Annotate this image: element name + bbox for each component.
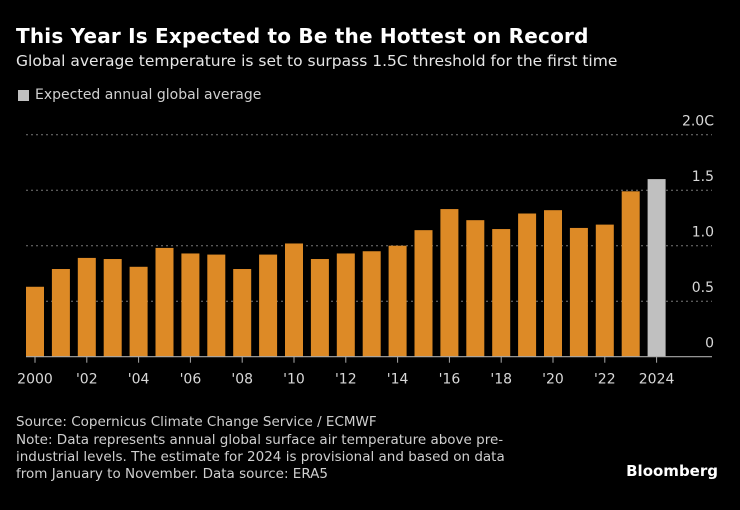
bar-2024: [647, 179, 666, 357]
note-line: Note: Data represents annual global surf…: [16, 432, 504, 448]
x-tick-label: '06: [180, 372, 202, 388]
bar-2019: [518, 213, 537, 357]
x-tick-label: '10: [283, 372, 305, 388]
bar-2013: [362, 251, 381, 357]
note-line: from January to November. Data source: E…: [16, 466, 328, 482]
bar-2007: [207, 254, 226, 357]
x-tick-label: '14: [387, 372, 409, 388]
bar-2000: [26, 286, 44, 357]
bar-2017: [466, 220, 485, 357]
bloomberg-logo: Bloomberg: [626, 462, 718, 480]
legend-swatch: [18, 89, 29, 101]
bar-2021: [569, 227, 588, 357]
bar-2012: [336, 253, 355, 357]
bar-2004: [129, 266, 148, 357]
bar-2014: [388, 245, 407, 357]
chart-subtitle: Global average temperature is set to sur…: [16, 52, 618, 70]
bar-2015: [414, 230, 433, 357]
source-text: Source: Copernicus Climate Change Servic…: [16, 414, 377, 430]
bar-2001: [51, 269, 70, 357]
x-tick-label: 2000: [17, 372, 53, 388]
y-tick-label: 1.0: [692, 225, 714, 241]
x-tick-label: '18: [490, 372, 512, 388]
y-tick-label: 0: [705, 336, 714, 352]
bar-2008: [233, 269, 252, 357]
bar-2009: [259, 254, 278, 357]
bar-2010: [285, 243, 303, 357]
legend-label: Expected annual global average: [35, 87, 262, 103]
bar-2016: [440, 209, 459, 357]
x-tick-label: '20: [542, 372, 564, 388]
x-tick-label: '12: [335, 372, 357, 388]
bar-2023: [621, 191, 640, 357]
x-tick-label: '22: [594, 372, 616, 388]
x-tick-label: 2024: [639, 372, 675, 388]
note-line: industrial levels. The estimate for 2024…: [16, 449, 505, 465]
bar-2002: [77, 257, 96, 357]
x-tick-label: '08: [231, 372, 253, 388]
bar-2006: [181, 253, 200, 357]
bar-2005: [155, 247, 174, 357]
x-tick-label: '02: [76, 372, 98, 388]
bar-2020: [544, 210, 562, 357]
y-tick-label: 0.5: [692, 280, 714, 296]
y-tick-label: 2.0C: [682, 114, 714, 130]
chart-title: This Year Is Expected to Be the Hottest …: [16, 24, 589, 48]
y-tick-label: 1.5: [692, 169, 714, 185]
bar-chart: 0 0.5 1.0 1.5 2.0C 2000 '02 '04 '06 '08 '10 '12 '14 '…: [17, 114, 714, 388]
bar-2022: [595, 224, 614, 357]
legend: Expected annual global average: [18, 87, 261, 103]
bar-2018: [492, 229, 511, 357]
x-tick-label: '04: [128, 372, 150, 388]
x-tick-label: '16: [439, 372, 461, 388]
bar-2003: [103, 259, 122, 357]
bar-2011: [310, 259, 329, 357]
